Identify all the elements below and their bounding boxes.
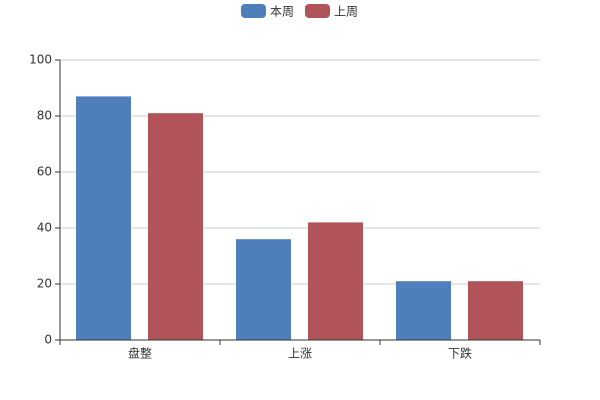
- legend-swatch[interactable]: [305, 4, 330, 18]
- y-tick-label: 0: [44, 333, 52, 347]
- bar: [468, 281, 523, 340]
- x-tick-label: 盘整: [128, 346, 152, 361]
- y-tick-label: 40: [37, 221, 52, 235]
- x-tick-label: 下跌: [448, 346, 472, 361]
- bar: [396, 281, 451, 340]
- x-tick-label: 上涨: [288, 346, 312, 361]
- y-tick-label: 100: [29, 53, 52, 67]
- legend-label[interactable]: 上周: [334, 5, 358, 19]
- legend-swatch[interactable]: [241, 4, 266, 18]
- bar: [308, 222, 363, 340]
- y-tick-label: 20: [37, 277, 52, 291]
- y-tick-label: 80: [37, 109, 52, 123]
- bar: [236, 239, 291, 340]
- bar: [76, 96, 131, 341]
- bar: [148, 113, 203, 340]
- y-tick-label: 60: [37, 165, 52, 179]
- legend-label[interactable]: 本周: [270, 5, 294, 19]
